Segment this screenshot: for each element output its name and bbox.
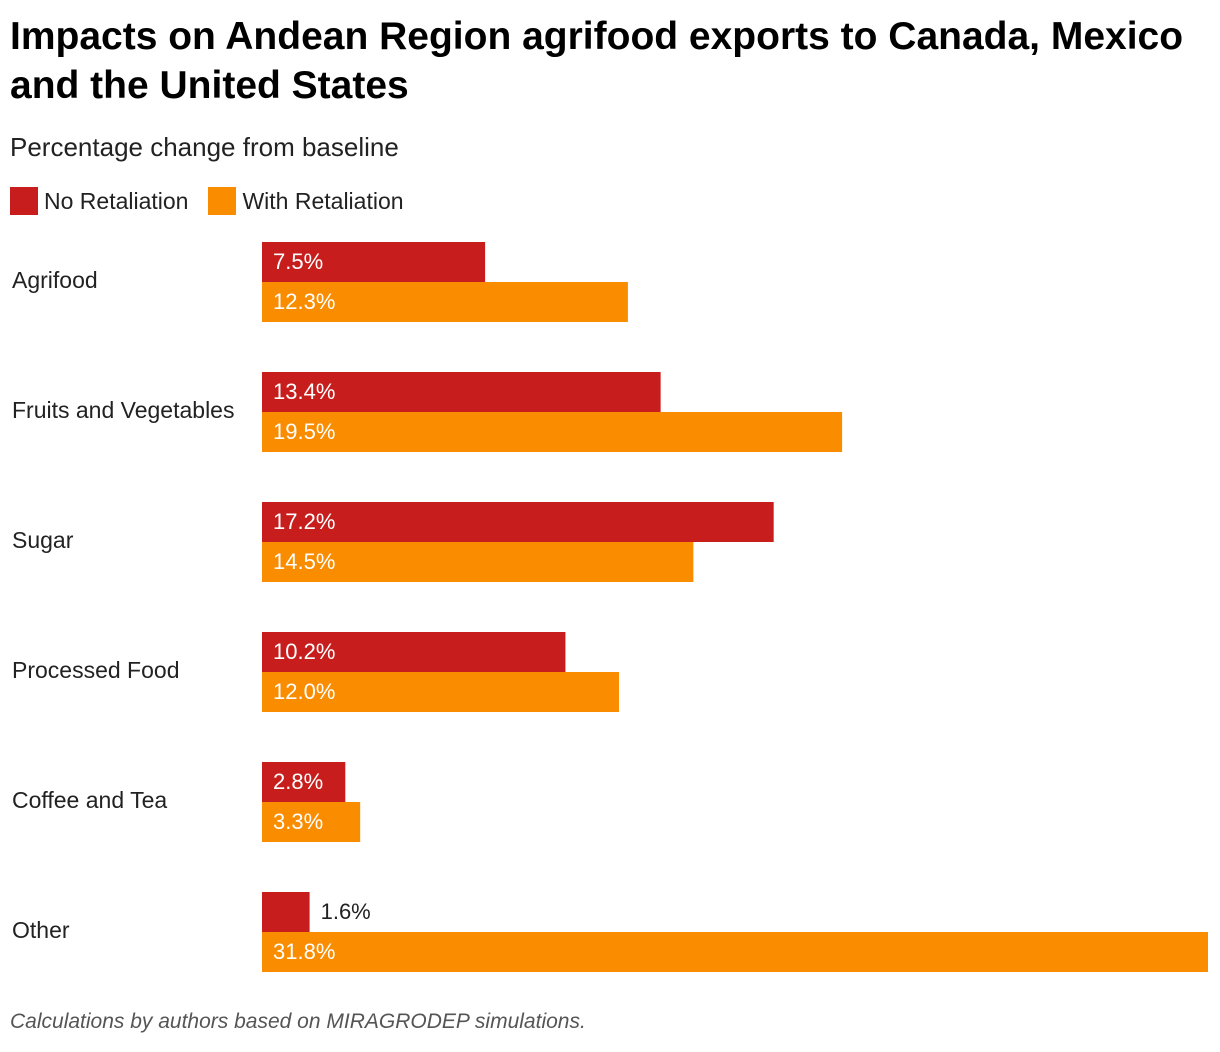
- category-label-sugar: Sugar: [12, 527, 74, 553]
- category-label-agrifood: Agrifood: [12, 267, 98, 293]
- bar-chart: Agrifood 7.5% 12.3% Fruits and Vegetables 13…: [12, 242, 1208, 972]
- bar-no-retaliation-other: [262, 892, 310, 932]
- data-label-no-retaliation-sugar: 17.2%: [273, 509, 335, 534]
- bar-no-retaliation-fruits-and-vegetables: [262, 372, 661, 412]
- data-label-no-retaliation-processed-food: 10.2%: [273, 639, 335, 664]
- legend-label-no-retaliation: No Retaliation: [44, 187, 189, 214]
- bar-no-retaliation-sugar: [262, 502, 774, 542]
- bar-with-retaliation-coffee-and-tea: [262, 802, 361, 842]
- bar-with-retaliation-agrifood: [262, 282, 628, 322]
- bar-with-retaliation-other: [262, 932, 1208, 972]
- bar-with-retaliation-processed-food: [262, 672, 619, 712]
- data-label-with-retaliation-fruits-and-vegetables: 19.5%: [273, 419, 335, 444]
- legend-item-no-retaliation: No Retaliation: [10, 187, 188, 215]
- category-label-coffee-and-tea: Coffee and Tea: [12, 787, 167, 813]
- chart-title: Impacts on Andean Region agrifood export…: [10, 15, 1184, 107]
- legend-item-with-retaliation: With Retaliation: [208, 187, 404, 215]
- data-label-with-retaliation-agrifood: 12.3%: [273, 289, 335, 314]
- legend-swatch-with-retaliation: [208, 187, 237, 215]
- data-label-with-retaliation-processed-food: 12.0%: [273, 679, 335, 704]
- data-label-with-retaliation-coffee-and-tea: 3.3%: [273, 809, 323, 834]
- bar-no-retaliation-coffee-and-tea: [262, 762, 346, 802]
- legend-label-with-retaliation: With Retaliation: [242, 187, 404, 214]
- data-label-no-retaliation-agrifood: 7.5%: [273, 249, 323, 274]
- bar-no-retaliation-processed-food: [262, 632, 566, 672]
- source-note: Calculations by authors based on MIRAGRO…: [10, 1010, 586, 1033]
- bar-with-retaliation-fruits-and-vegetables: [262, 412, 843, 452]
- category-label-processed-food: Processed Food: [12, 657, 179, 683]
- bar-with-retaliation-sugar: [262, 542, 694, 582]
- data-label-no-retaliation-fruits-and-vegetables: 13.4%: [273, 379, 335, 404]
- category-label-fruits-and-vegetables: Fruits and Vegetables: [12, 397, 234, 423]
- bar-no-retaliation-agrifood: [262, 242, 486, 282]
- category-label-other: Other: [12, 917, 70, 943]
- data-label-with-retaliation-other: 31.8%: [273, 939, 335, 964]
- legend: No Retaliation With Retaliation: [10, 184, 424, 218]
- data-label-no-retaliation-other: 1.6%: [321, 899, 371, 924]
- chart-subtitle: Percentage change from baseline: [10, 132, 399, 162]
- legend-swatch-no-retaliation: [10, 187, 38, 215]
- data-label-no-retaliation-coffee-and-tea: 2.8%: [273, 769, 323, 794]
- data-label-with-retaliation-sugar: 14.5%: [273, 549, 335, 574]
